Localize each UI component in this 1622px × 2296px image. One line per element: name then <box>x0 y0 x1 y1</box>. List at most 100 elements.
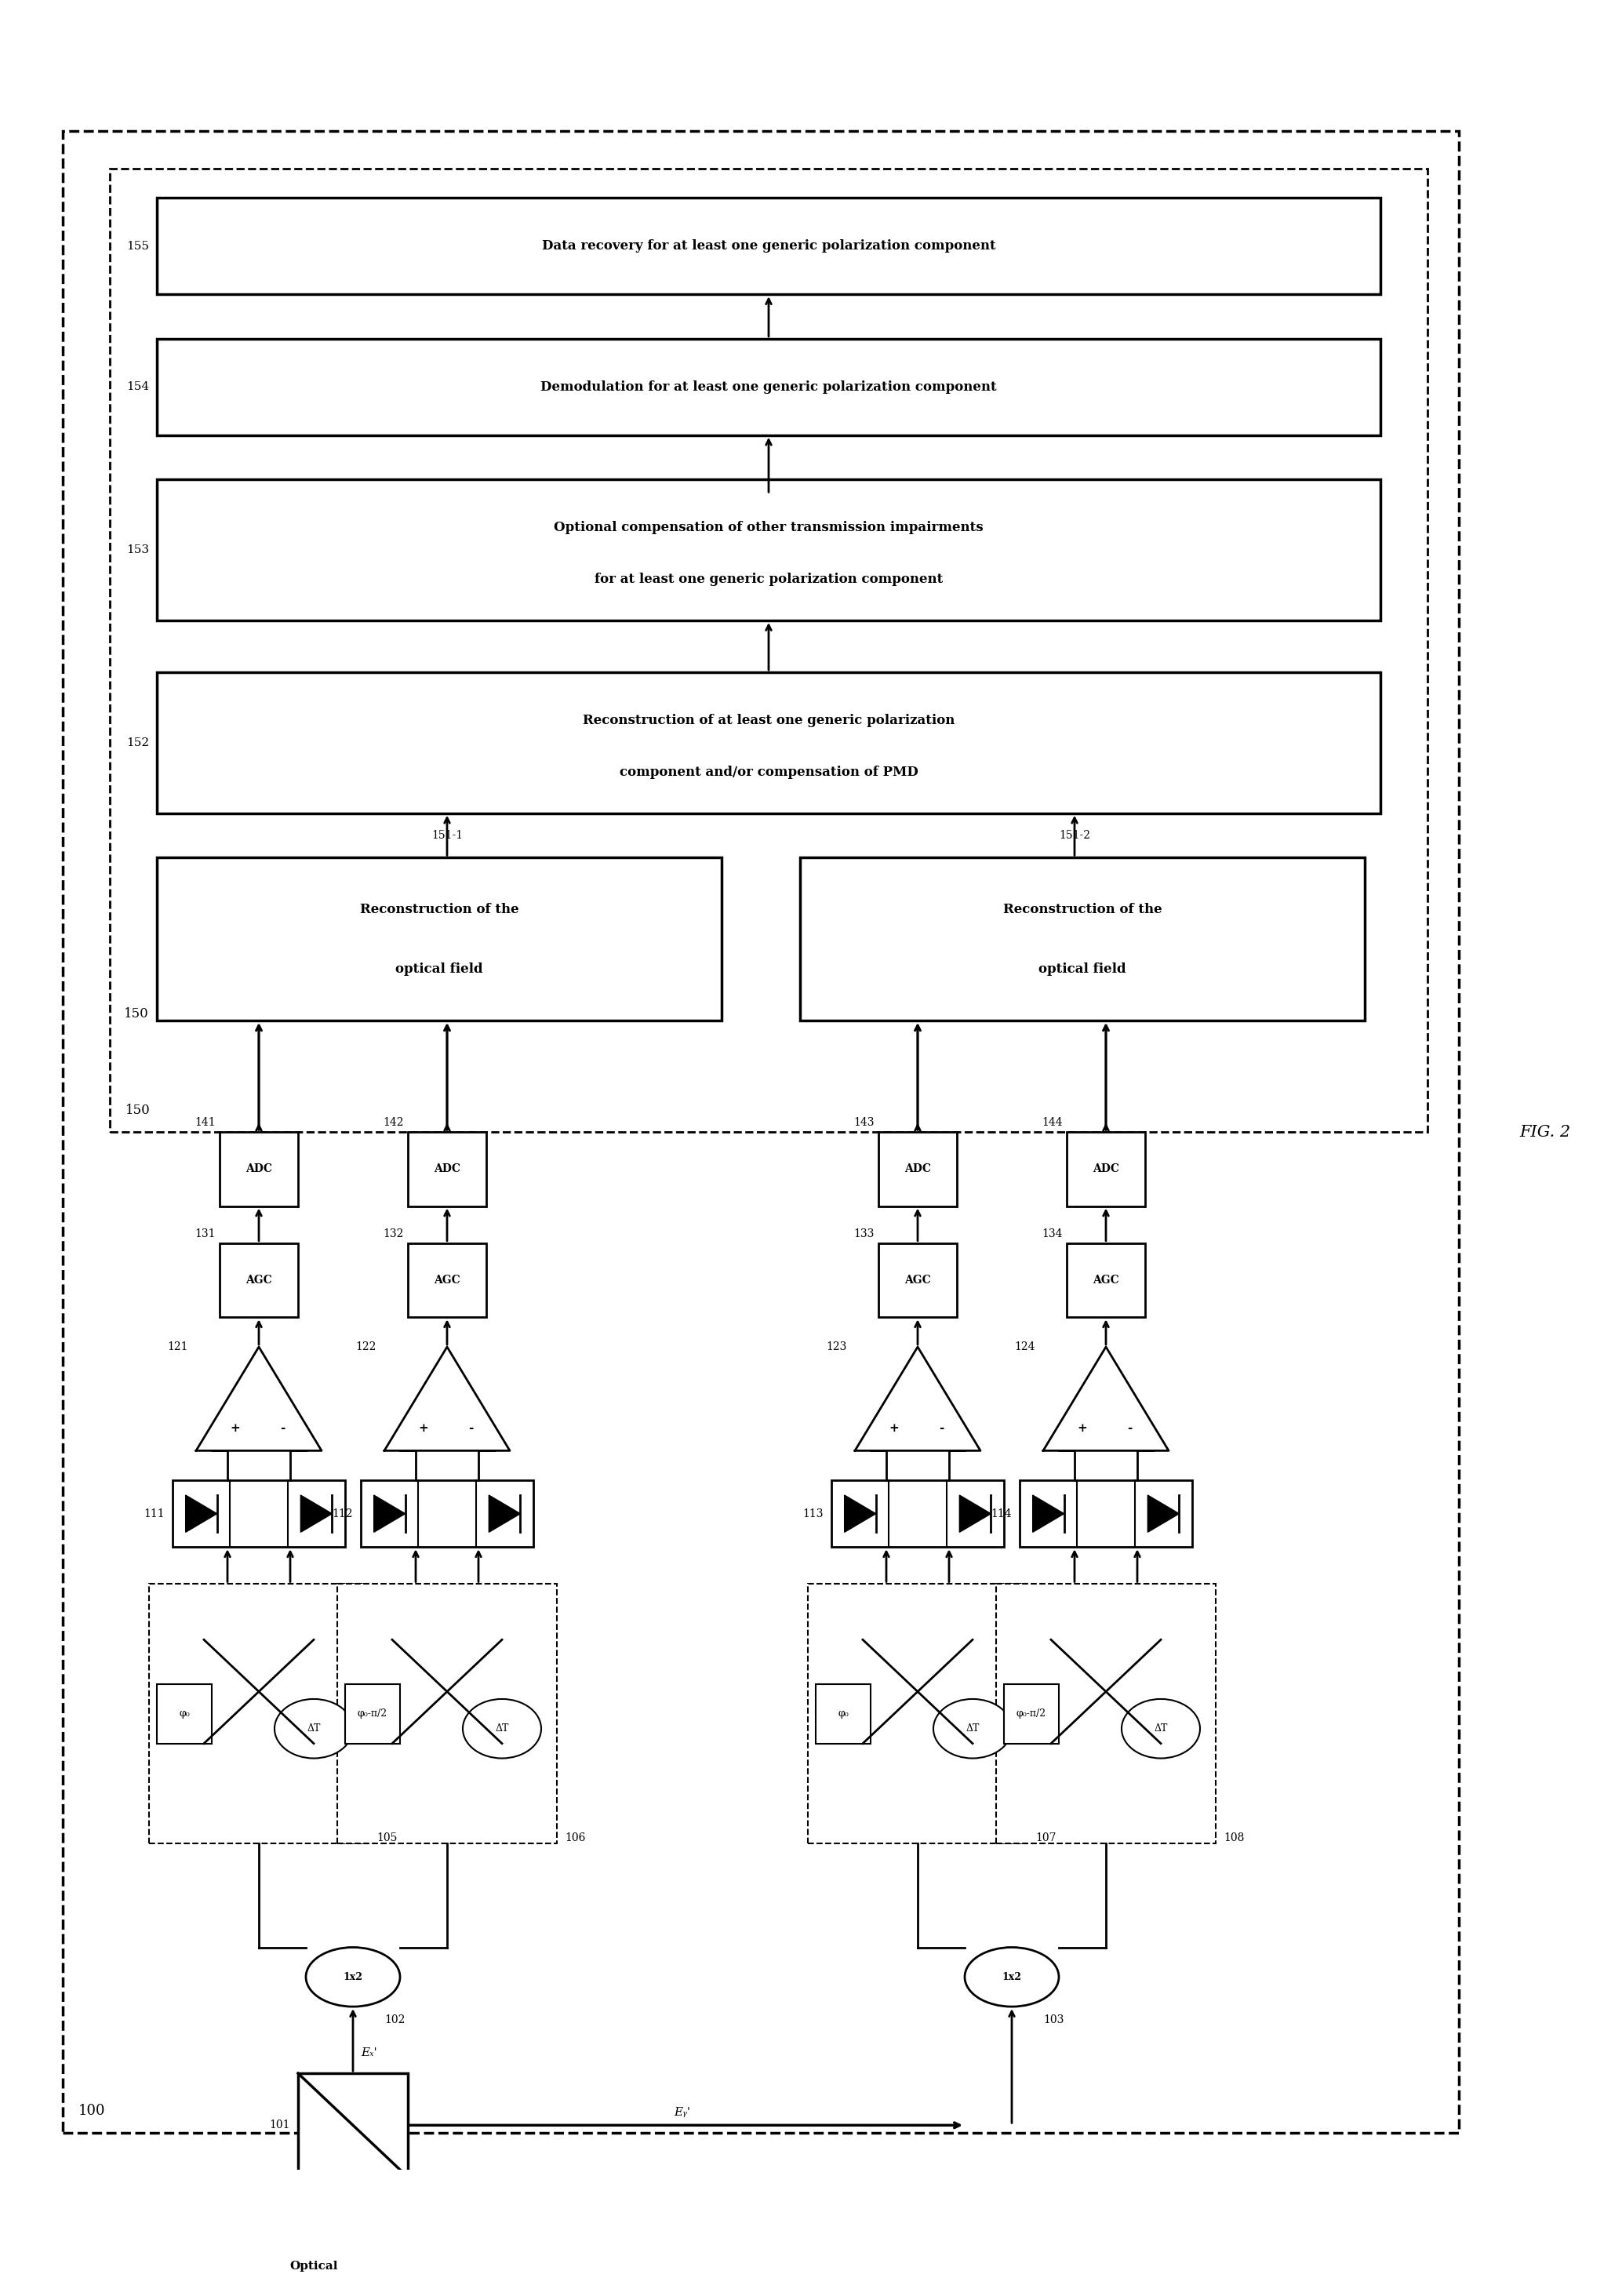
Bar <box>337 1584 556 1844</box>
Text: FIG. 2: FIG. 2 <box>1520 1125 1570 1139</box>
Bar <box>800 859 1364 1022</box>
Text: 151-2: 151-2 <box>1059 829 1090 840</box>
Text: 108: 108 <box>1223 1832 1244 1844</box>
Text: +: + <box>889 1424 899 1435</box>
Text: 106: 106 <box>564 1832 586 1844</box>
Text: ΔT: ΔT <box>495 1724 509 1733</box>
Text: 122: 122 <box>355 1341 376 1352</box>
Bar <box>996 1584 1216 1844</box>
Bar <box>219 1132 298 1205</box>
Bar <box>360 1481 534 1548</box>
Polygon shape <box>960 1495 991 1531</box>
Text: -: - <box>281 1424 285 1435</box>
Text: optical field: optical field <box>396 962 483 976</box>
Text: -: - <box>939 1424 944 1435</box>
Text: 150: 150 <box>125 1104 151 1118</box>
Bar <box>816 1685 871 1743</box>
Ellipse shape <box>965 1947 1059 2007</box>
Text: 131: 131 <box>195 1228 216 1240</box>
Bar <box>219 1242 298 1318</box>
Polygon shape <box>488 1495 521 1531</box>
Text: ADC: ADC <box>433 1164 461 1176</box>
Bar <box>407 1242 487 1318</box>
Bar <box>298 2073 407 2177</box>
Text: ΔT: ΔT <box>307 1724 321 1733</box>
Text: 123: 123 <box>826 1341 847 1352</box>
Polygon shape <box>1043 1348 1169 1451</box>
Text: 141: 141 <box>195 1118 216 1127</box>
Ellipse shape <box>274 1699 354 1759</box>
Polygon shape <box>185 1495 217 1531</box>
Text: 154: 154 <box>127 381 149 393</box>
Bar <box>879 1132 957 1205</box>
Text: 133: 133 <box>853 1228 874 1240</box>
Text: 113: 113 <box>803 1508 824 1520</box>
Text: Data recovery for at least one generic polarization component: Data recovery for at least one generic p… <box>542 239 996 253</box>
Bar <box>832 1481 1004 1548</box>
Bar <box>1020 1481 1192 1548</box>
Text: component and/or compensation of PMD: component and/or compensation of PMD <box>620 767 918 778</box>
Text: 144: 144 <box>1041 1118 1062 1127</box>
Text: 114: 114 <box>991 1508 1012 1520</box>
Text: Eₓ': Eₓ' <box>360 2048 376 2060</box>
Text: Optical: Optical <box>290 2262 337 2271</box>
Text: Demodulation for at least one generic polarization component: Demodulation for at least one generic po… <box>540 381 998 393</box>
Text: φ₀: φ₀ <box>178 1708 190 1720</box>
Polygon shape <box>1033 1495 1064 1531</box>
Ellipse shape <box>1121 1699 1200 1759</box>
Text: for at least one generic polarization component: for at least one generic polarization co… <box>594 574 942 585</box>
Bar <box>879 1242 957 1318</box>
Text: φ₀: φ₀ <box>839 1708 848 1720</box>
Text: ADC: ADC <box>905 1164 931 1176</box>
Polygon shape <box>373 1495 406 1531</box>
Text: 103: 103 <box>1043 2014 1064 2025</box>
Bar <box>157 673 1380 813</box>
Text: 121: 121 <box>167 1341 188 1352</box>
Text: 124: 124 <box>1014 1341 1035 1352</box>
Text: ΔT: ΔT <box>965 1724 980 1733</box>
Text: +: + <box>418 1424 428 1435</box>
Polygon shape <box>300 1495 333 1531</box>
Polygon shape <box>196 1348 321 1451</box>
Bar <box>172 1481 345 1548</box>
Polygon shape <box>845 1495 876 1531</box>
Ellipse shape <box>462 1699 542 1759</box>
Bar <box>1067 1132 1145 1205</box>
Text: φ₀-π/2: φ₀-π/2 <box>357 1708 388 1720</box>
Text: -: - <box>469 1424 474 1435</box>
Bar <box>157 340 1380 436</box>
Text: ΔT: ΔT <box>1153 1724 1168 1733</box>
Text: 151-1: 151-1 <box>431 829 462 840</box>
Text: optical field: optical field <box>1038 962 1126 976</box>
Text: ADC: ADC <box>1093 1164 1119 1176</box>
Bar <box>149 1584 368 1844</box>
Text: 111: 111 <box>144 1508 165 1520</box>
Bar <box>808 1584 1027 1844</box>
Text: 107: 107 <box>1035 1832 1056 1844</box>
Bar <box>1004 1685 1059 1743</box>
Bar <box>110 168 1427 1132</box>
Bar <box>157 1685 212 1743</box>
Polygon shape <box>855 1348 980 1451</box>
Text: AGC: AGC <box>245 1274 272 1286</box>
Text: Reconstruction of the: Reconstruction of the <box>1002 902 1161 916</box>
Text: 1x2: 1x2 <box>344 1972 363 1981</box>
Text: -: - <box>1127 1424 1132 1435</box>
Text: AGC: AGC <box>433 1274 461 1286</box>
Text: +: + <box>1077 1424 1087 1435</box>
Bar <box>157 197 1380 294</box>
Text: Reconstruction of the: Reconstruction of the <box>360 902 519 916</box>
Text: 155: 155 <box>127 241 149 253</box>
Text: +: + <box>230 1424 240 1435</box>
Text: AGC: AGC <box>905 1274 931 1286</box>
Bar <box>157 480 1380 620</box>
Text: 101: 101 <box>269 2119 290 2131</box>
Bar <box>1067 1242 1145 1318</box>
Ellipse shape <box>307 1947 401 2007</box>
Text: 150: 150 <box>125 1008 149 1022</box>
Text: 1x2: 1x2 <box>1002 1972 1022 1981</box>
Text: ADC: ADC <box>245 1164 272 1176</box>
Polygon shape <box>1148 1495 1179 1531</box>
Polygon shape <box>384 1348 509 1451</box>
Bar <box>345 1685 401 1743</box>
